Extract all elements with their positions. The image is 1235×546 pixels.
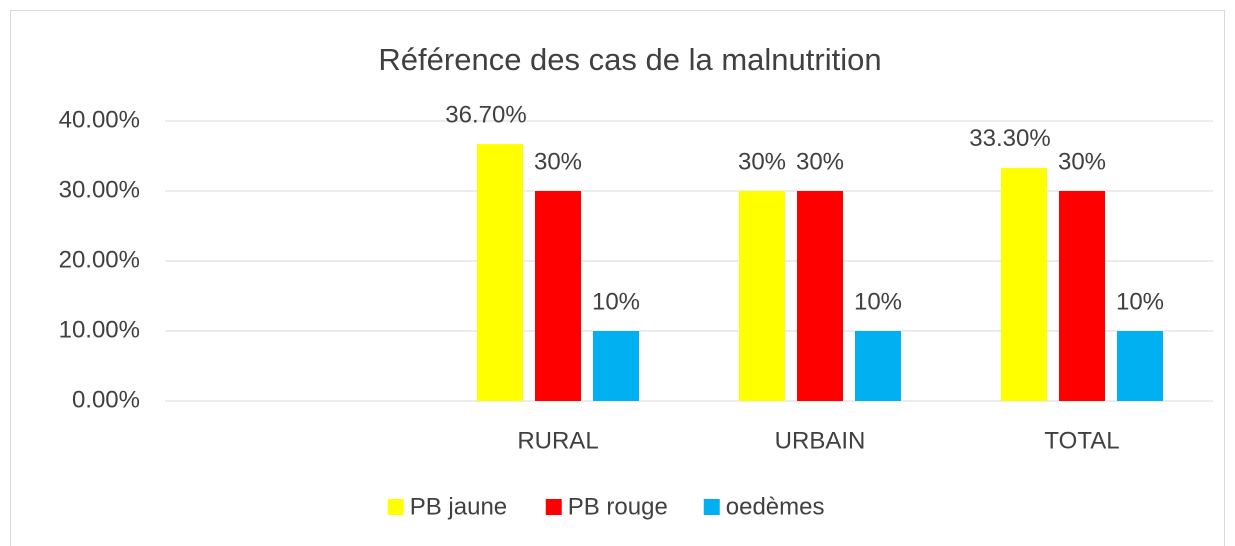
bar bbox=[1059, 191, 1105, 401]
bar bbox=[593, 331, 639, 401]
bar bbox=[535, 191, 581, 401]
legend-label: oedèmes bbox=[726, 493, 825, 520]
bar bbox=[1001, 167, 1047, 401]
legend-label: PB jaune bbox=[410, 493, 507, 520]
bar bbox=[797, 191, 843, 401]
x-tick-label: TOTAL bbox=[1044, 427, 1119, 454]
x-tick-label: RURAL bbox=[517, 427, 598, 454]
bar bbox=[1117, 331, 1163, 401]
data-label: 36.70% bbox=[445, 101, 526, 128]
data-label: 30% bbox=[534, 148, 582, 175]
data-label: 33.30% bbox=[969, 125, 1050, 152]
data-label: 30% bbox=[796, 148, 844, 175]
data-label: 30% bbox=[738, 148, 786, 175]
y-tick-label: 10.00% bbox=[59, 316, 140, 343]
bar bbox=[739, 191, 785, 401]
y-tick-label: 30.00% bbox=[59, 176, 140, 203]
y-tick-label: 0.00% bbox=[72, 386, 140, 413]
data-label: 10% bbox=[592, 288, 640, 315]
legend-swatch bbox=[387, 499, 404, 515]
y-tick-label: 40.00% bbox=[59, 106, 140, 133]
bar bbox=[477, 144, 523, 401]
data-label: 10% bbox=[854, 288, 902, 315]
chart-title: Référence des cas de la malnutrition bbox=[378, 42, 881, 77]
x-tick-label: URBAIN bbox=[775, 427, 866, 454]
legend-swatch bbox=[703, 499, 720, 515]
y-tick-label: 20.00% bbox=[59, 246, 140, 273]
data-label: 10% bbox=[1116, 288, 1164, 315]
data-label: 30% bbox=[1058, 148, 1106, 175]
bar bbox=[855, 331, 901, 401]
legend-label: PB rouge bbox=[568, 493, 668, 520]
legend-swatch bbox=[545, 499, 562, 515]
